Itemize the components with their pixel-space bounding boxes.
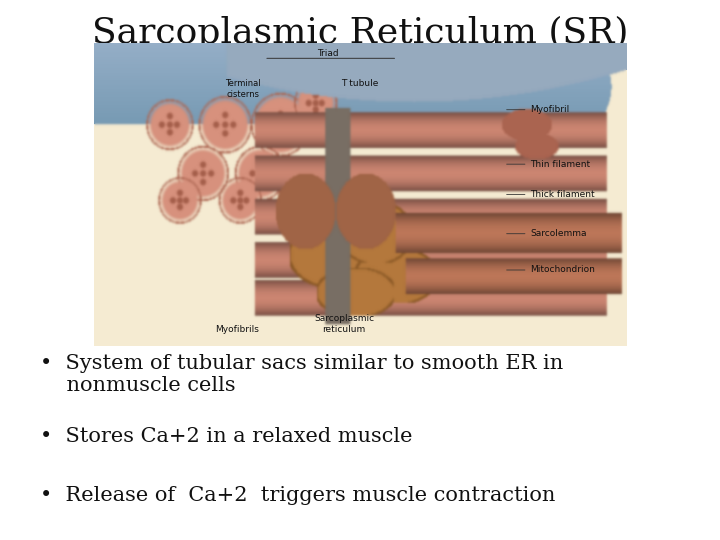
Text: •  System of tubular sacs similar to smooth ER in
    nonmuscle cells: • System of tubular sacs similar to smoo…: [40, 354, 563, 395]
Text: Myofibrils: Myofibrils: [215, 325, 259, 334]
Text: Triad: Triad: [318, 49, 339, 58]
Text: •  Stores Ca+2 in a relaxed muscle: • Stores Ca+2 in a relaxed muscle: [40, 427, 412, 446]
Text: Thin filament: Thin filament: [507, 160, 590, 168]
Text: T tubule: T tubule: [341, 79, 379, 89]
Text: Myofibril: Myofibril: [507, 105, 570, 114]
Text: Sarcoplasmic
reticulum: Sarcoplasmic reticulum: [314, 314, 374, 334]
Text: Sarcoplasmic Reticulum (SR): Sarcoplasmic Reticulum (SR): [91, 16, 629, 50]
Text: Sarcolemma: Sarcolemma: [507, 229, 587, 238]
Text: •  Release of  Ca+2  triggers muscle contraction: • Release of Ca+2 triggers muscle contra…: [40, 486, 555, 505]
Text: Terminal
cisterns: Terminal cisterns: [225, 79, 261, 99]
Text: Thick filament: Thick filament: [507, 190, 595, 199]
Text: Mitochondrion: Mitochondrion: [507, 266, 595, 274]
